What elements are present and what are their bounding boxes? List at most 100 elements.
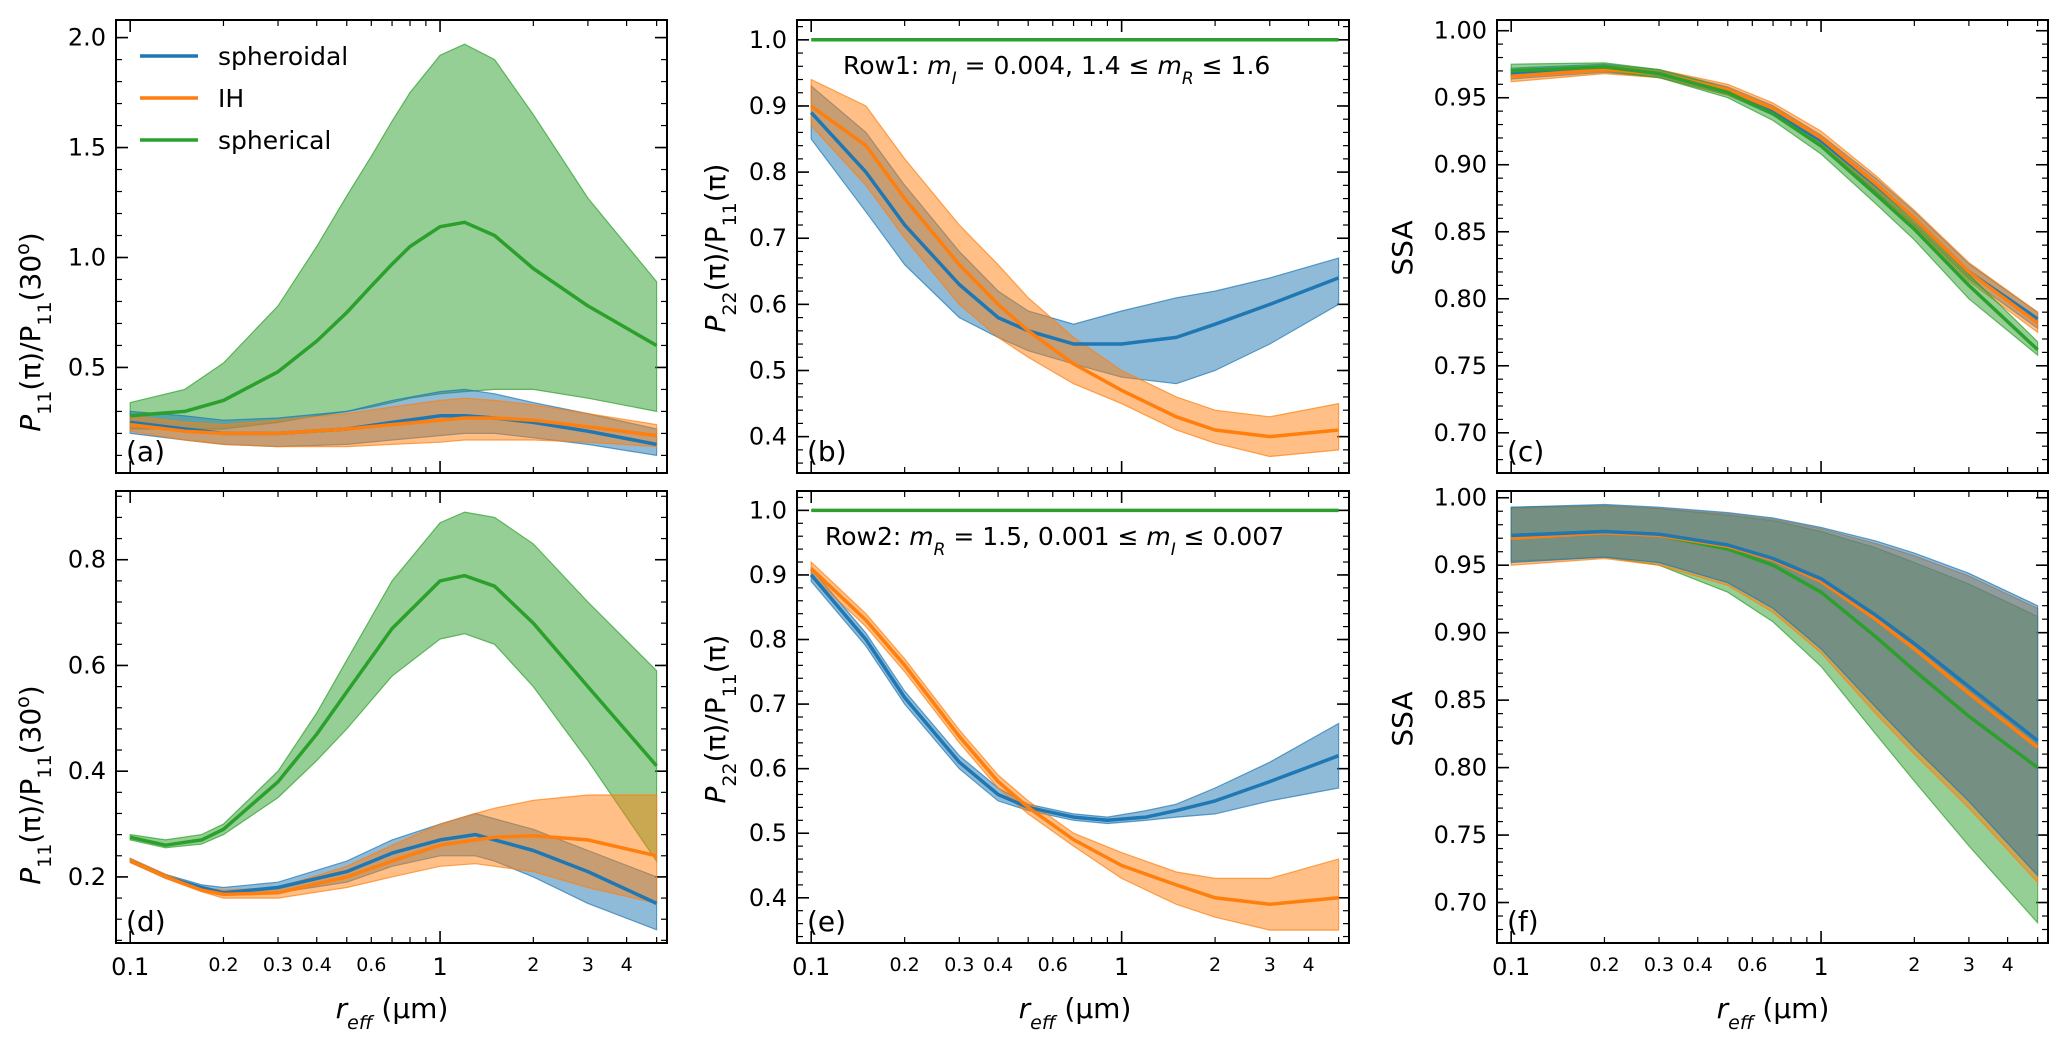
y-tick-label: 1.00 [1434,484,1487,512]
series-line-spherical [1511,65,2039,351]
ylabel-c: SSA [1386,220,1419,275]
labels-layer: P11(π)/P11(30o) P11(π)/P11(30o) P22(π)/P… [12,42,1829,1034]
x-tick-label: 2 [1908,954,1920,976]
x-tick-label: 0.2 [1589,954,1619,976]
x-tick-label: 1 [1114,953,1129,981]
xlabel-col2: reff (μm) [1019,992,1132,1034]
ylabel-b: P22(π)/P11(π) [699,163,741,332]
y-tick-label: 0.4 [68,757,106,785]
x-tick-label: 1 [1813,953,1828,981]
panel-a: 0.5 1.0 1.5 2.0 (a) [68,19,668,474]
x-tick-label: 3 [582,954,594,976]
panels-layer: 0.51.01.52.0(a) 0.40.50.60.70.80.91.0(b)0… [68,17,2049,981]
legend: spheroidal IH spherical [140,42,348,155]
ylabel-d: P11(π)/P11(30o) [12,685,56,884]
x-tick-label: 0.6 [356,954,386,976]
legend-label-ih: IH [218,84,244,113]
y-tick-label: 1.0 [749,496,787,524]
x-tick-label: 3 [1264,954,1276,976]
x-tick-label: 0.4 [983,954,1013,976]
band-spheroidal [1510,503,2039,878]
panel-c: 0.70 0.75 0.80 0.85 0.90 0.95 1.00 (c) [1434,17,2049,474]
x-tick-label: 0.6 [1737,954,1767,976]
y-tick-label: 0.70 [1434,889,1487,917]
y-tick-label: 2.0 [68,24,106,52]
x-tick-label: 4 [2002,954,2014,976]
y-tick-label: 0.90 [1434,619,1487,647]
y-tick-label: 0.7 [749,224,787,252]
y-tick-label: 0.85 [1434,218,1487,246]
x-tick-label: 0.1 [1492,953,1530,981]
plot-area [129,511,658,931]
plot-area [1510,62,2039,357]
panel-letter: (e) [807,905,846,938]
y-tick-label: 0.8 [68,546,106,574]
series-line-ih [810,104,1339,439]
plot-area [129,43,658,457]
y-tick-label: 0.90 [1434,151,1487,179]
y-tick-label: 0.5 [749,356,787,384]
y-tick-label: 1.0 [68,243,106,271]
series-line-ih [809,567,1339,907]
panel-frame [796,490,1350,944]
y-tick-label: 0.5 [749,819,787,847]
y-tick-label: 0.8 [749,626,787,654]
y-tick-label: 0.6 [68,651,106,679]
x-tick-label: 2 [527,954,539,976]
panel-letter: (c) [1507,435,1544,468]
panel-frame [796,19,1350,474]
x-tick-label: 3 [1963,954,1975,976]
y-tick-label: 0.6 [749,290,787,318]
ylabel-e: P22(π)/P11(π) [699,634,741,803]
band-spherical [129,43,658,430]
y-tick-label: 0.80 [1434,754,1487,782]
panel-letter: (d) [126,905,166,938]
x-tick-label: 1 [432,953,447,981]
band-ih [810,78,1340,458]
y-tick-label: 0.2 [68,863,106,891]
plot-area [809,508,1340,931]
band-ih [810,560,1340,931]
x-tick-label: 0.4 [1683,954,1713,976]
x-tick-label: 0.2 [208,954,238,976]
y-tick-label: 0.5 [68,353,106,381]
panel-b: 0.4 0.5 0.6 0.7 0.8 0.9 1.0 (b) [749,19,1350,474]
legend-label-spherical: spherical [218,126,331,155]
y-tick-label: 0.9 [749,92,787,120]
panel-e: 0.1 1 0.2 0.3 0.4 0.6 2 3 4 0.4 0.5 0.6 0.7 0.8 0.9 1.0… [749,490,1350,981]
series-line-spheroidal [129,832,658,905]
series-line-spheroidal [809,111,1340,346]
band-ih [1510,64,2039,334]
series-line-spherical [130,220,658,418]
panel-letter: (a) [126,435,165,468]
y-tick-label: 0.95 [1434,551,1487,579]
ylabel-f: SSA [1386,691,1419,746]
panel-frame [1496,19,2049,474]
series-line-ih [129,416,657,438]
panel-f: 0.1 1 0.2 0.3 0.4 0.6 2 3 4 0.70 0.75 0.80 0.85 0.90 0… [1434,484,2049,981]
y-tick-label: 0.75 [1434,821,1487,849]
series-line-spherical [129,573,658,847]
series-line-ih [129,833,657,897]
panel-letter: (b) [807,435,847,468]
panel-d: 0.1 1 0.2 0.3 0.4 0.6 2 3 4 0.2 0.4 0.6 0.8 (d) [68,490,668,981]
x-tick-label: 4 [621,954,633,976]
plot-area [1510,503,2039,925]
y-tick-label: 0.80 [1434,285,1487,313]
ylabel-a: P11(π)/P11(30o) [12,232,56,431]
annotation-row1: Row1: mI = 0.004, 1.4 ≤ mR ≤ 1.6 [843,51,1270,89]
x-tick-label: 0.4 [302,954,332,976]
annotation-row2: Row2: mR = 1.5, 0.001 ≤ mI ≤ 0.007 [825,522,1284,560]
series-line-spheroidal [809,573,1340,823]
y-tick-label: 0.6 [749,755,787,783]
legend-label-spheroidal: spheroidal [218,42,348,71]
series-line-spheroidal [1511,529,2039,742]
y-tick-label: 0.7 [749,690,787,718]
y-tick-label: 0.70 [1434,419,1487,447]
xlabel-col1: reff (μm) [336,992,449,1034]
y-tick-label: 0.85 [1434,686,1487,714]
y-tick-label: 1.00 [1434,17,1487,45]
x-tick-label: 0.2 [890,954,920,976]
panel-letter: (f) [1507,905,1539,938]
